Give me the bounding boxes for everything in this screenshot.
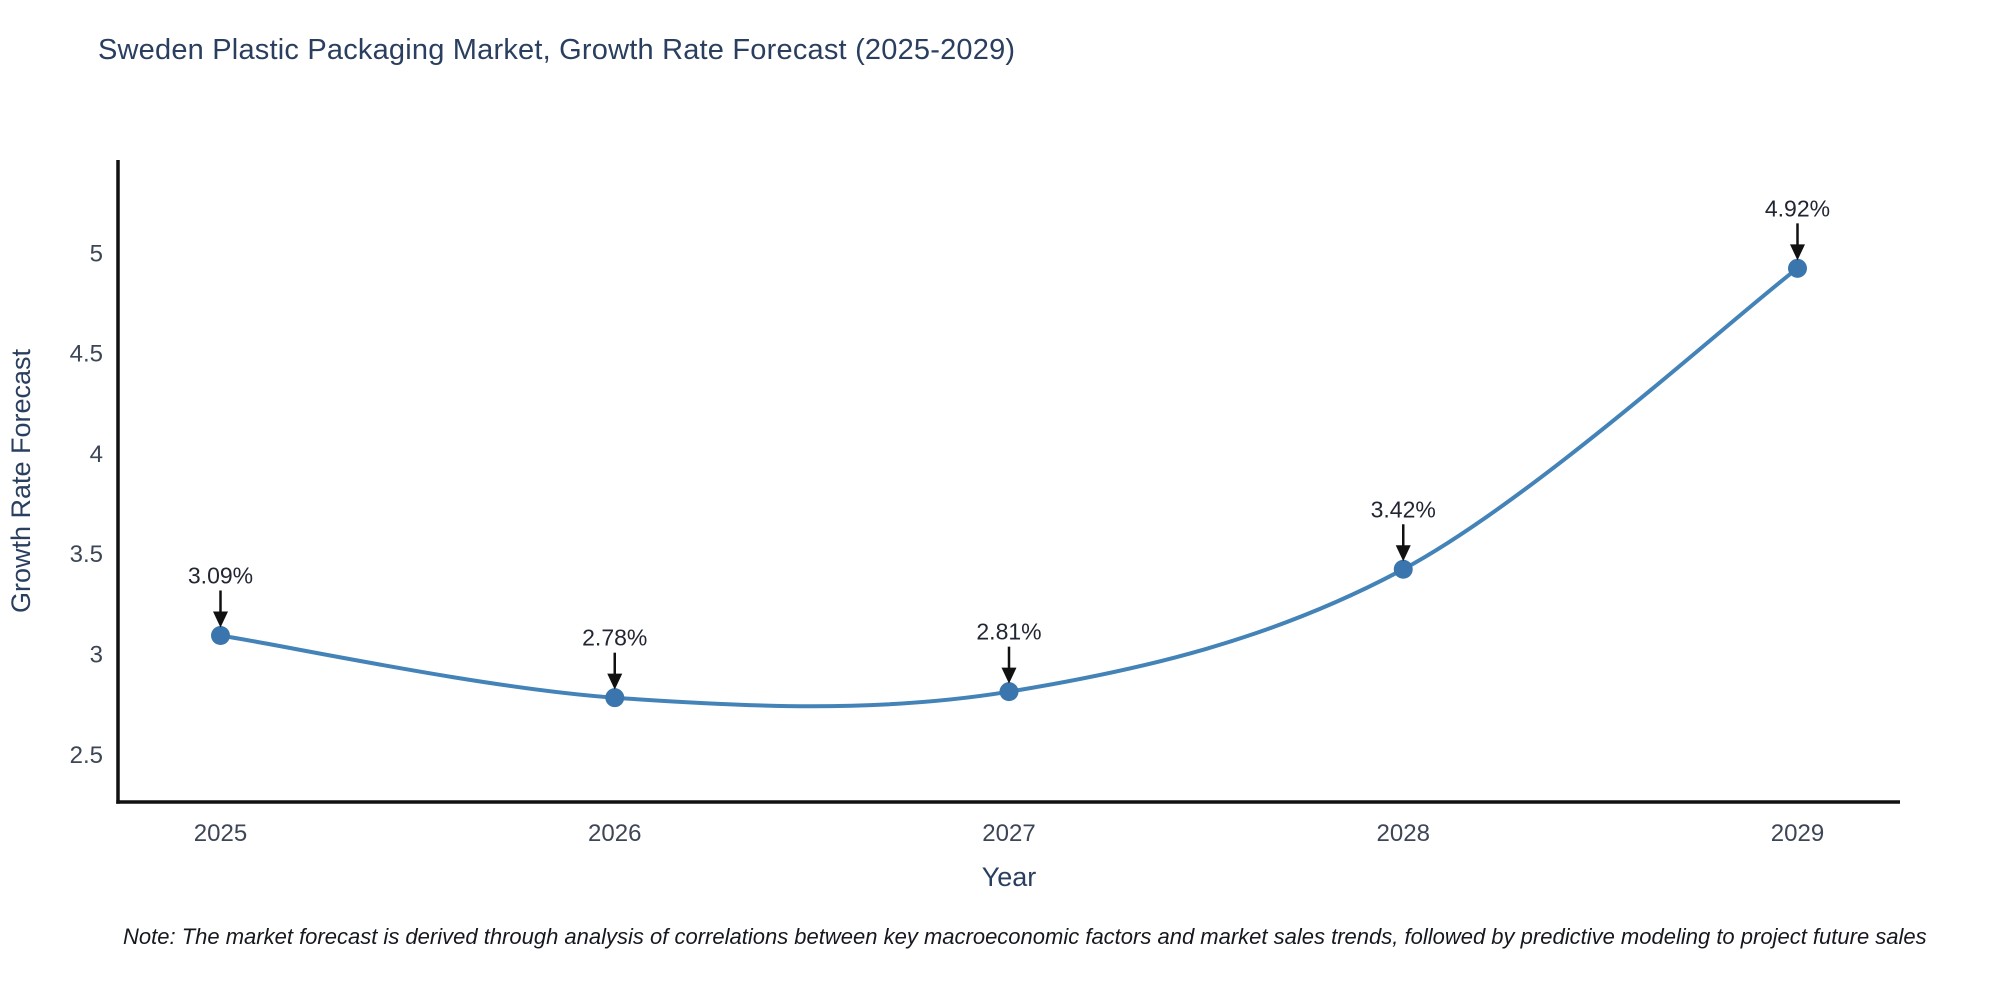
annotation-arrowhead-2025 xyxy=(213,611,229,628)
chart-title: Sweden Plastic Packaging Market, Growth … xyxy=(98,34,1016,66)
footnote: Note: The market forecast is derived thr… xyxy=(123,924,1927,949)
y-tick-label-5: 5 xyxy=(90,240,103,267)
y-tick-label-3.5: 3.5 xyxy=(70,541,103,568)
y-axis-title: Growth Rate Forecast xyxy=(6,348,36,613)
point-label-2028: 3.42% xyxy=(1371,496,1436,522)
data-point-2028 xyxy=(1393,559,1413,579)
point-label-2029: 4.92% xyxy=(1765,195,1830,221)
data-point-2025 xyxy=(211,625,231,645)
y-tick-label-2.5: 2.5 xyxy=(70,742,103,769)
x-tick-label-2028: 2028 xyxy=(1377,820,1430,847)
x-tick-label-2029: 2029 xyxy=(1771,820,1824,847)
annotation-arrowhead-2027 xyxy=(1001,667,1017,684)
forecast-line-series xyxy=(218,266,1800,709)
data-point-2027 xyxy=(999,682,1019,702)
x-tick-label-2026: 2026 xyxy=(588,820,641,847)
data-point-2026 xyxy=(605,688,625,708)
point-label-2027: 2.81% xyxy=(976,619,1041,645)
annotation-arrowhead-2026 xyxy=(607,673,623,690)
y-tick-label-4: 4 xyxy=(90,441,103,468)
y-tick-label-4.5: 4.5 xyxy=(70,341,103,368)
data-point-2029 xyxy=(1787,258,1807,278)
annotation-arrowhead-2029 xyxy=(1789,244,1805,261)
x-tick-label-2027: 2027 xyxy=(982,820,1035,847)
x-tick-label-2025: 2025 xyxy=(194,820,247,847)
point-label-2026: 2.78% xyxy=(582,625,647,651)
annotation-arrowhead-2028 xyxy=(1395,545,1411,562)
x-axis-title: Year xyxy=(982,862,1037,892)
point-label-2025: 3.09% xyxy=(188,562,253,588)
y-tick-label-3: 3 xyxy=(90,642,103,669)
